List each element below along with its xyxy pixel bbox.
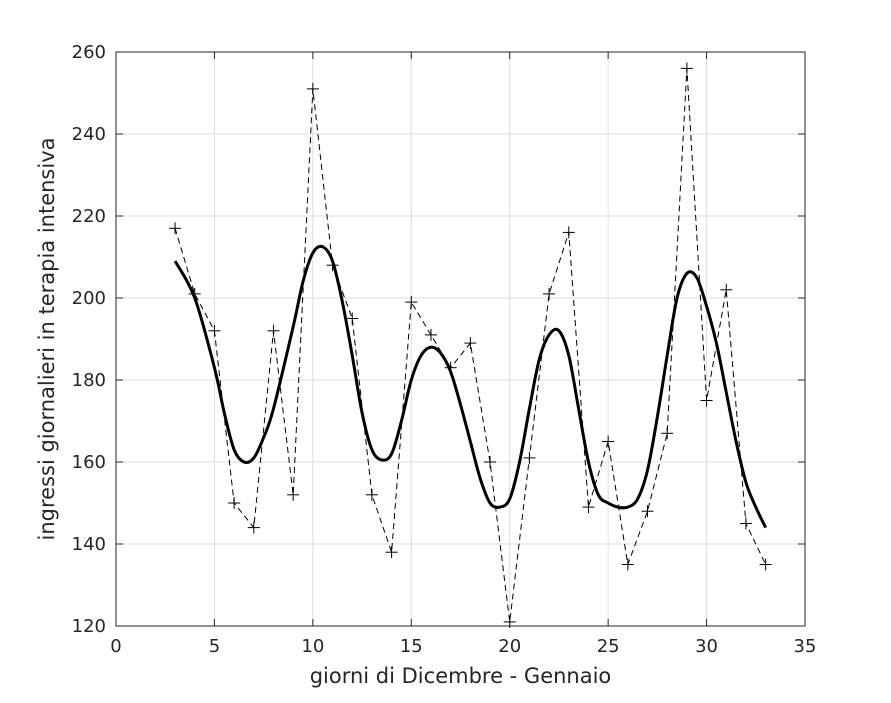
x-tick-label: 25	[597, 636, 620, 657]
x-tick-label: 30	[695, 636, 718, 657]
observed-point	[169, 222, 182, 235]
axis-ticks: 0 5 10 15 20 25 30 35 120 140 160 180 200 220 240 260	[72, 42, 817, 657]
observed-point	[661, 427, 674, 440]
x-tick-label: 5	[209, 636, 220, 657]
x-tick-label: 0	[110, 636, 121, 657]
y-tick-label: 220	[72, 206, 106, 227]
x-tick-label: 10	[301, 636, 324, 657]
observed-point	[700, 394, 713, 407]
y-axis-label: ingressi giornalieri in terapia intensiv…	[35, 137, 59, 540]
observed-point	[287, 488, 300, 501]
y-tick-label: 140	[72, 534, 106, 555]
observed-point	[680, 62, 693, 75]
observed-point	[641, 505, 654, 518]
observed-point	[228, 497, 241, 509]
observed-point	[464, 337, 477, 350]
y-tick-label: 200	[72, 288, 106, 309]
x-axis-label: giorni di Dicembre - Gennaio	[310, 664, 612, 688]
y-tick-label: 120	[72, 616, 106, 637]
observed-point	[247, 521, 260, 534]
y-tick-label: 180	[72, 370, 106, 391]
y-tick-label: 260	[72, 42, 106, 63]
observed-point	[602, 435, 615, 448]
y-tick-label: 160	[72, 452, 106, 473]
plot-area-frame	[115, 51, 806, 627]
observed-point	[543, 287, 556, 300]
series-layer	[169, 62, 772, 628]
x-tick-label: 35	[794, 636, 817, 657]
observed-point	[385, 546, 398, 559]
smoothed-series-line	[173, 244, 767, 529]
observed-point	[523, 451, 536, 464]
x-tick-label: 20	[498, 636, 521, 657]
y-tick-label: 240	[72, 124, 106, 145]
observed-point	[582, 501, 595, 514]
observed-point	[562, 226, 575, 239]
observed-point	[484, 456, 497, 468]
observed-point	[365, 488, 378, 501]
observed-point	[621, 558, 634, 571]
observed-point	[405, 296, 418, 309]
observed-point	[759, 558, 772, 571]
observed-point	[424, 328, 437, 341]
observed-point	[346, 312, 359, 325]
observed-point	[267, 324, 280, 337]
observed-point	[739, 517, 752, 530]
x-tick-label: 15	[400, 636, 423, 657]
observed-point	[720, 283, 733, 296]
observed-point	[208, 324, 221, 337]
observed-point	[306, 82, 319, 95]
grid-lines	[115, 51, 806, 627]
